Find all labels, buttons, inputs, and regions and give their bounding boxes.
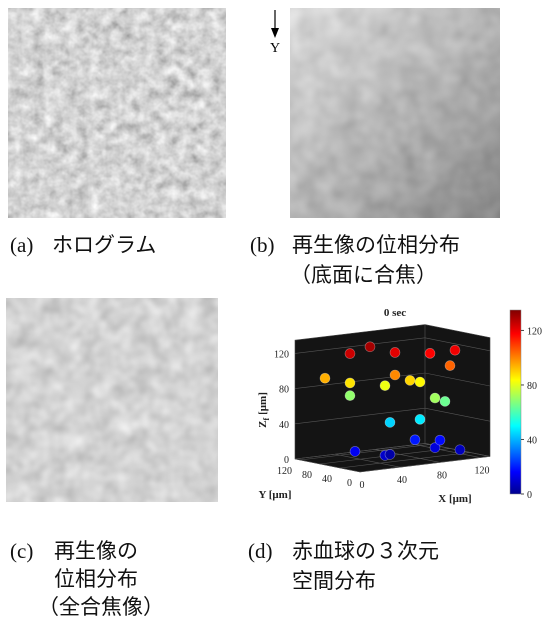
data-point [320, 373, 330, 383]
y-arrow-label: Y [270, 41, 280, 56]
panel-label: (c) [10, 539, 33, 563]
z-tick-label: 0 [284, 455, 289, 466]
x-tick-label: 0 [360, 480, 365, 491]
colorbar-tick-label: 40 [527, 435, 537, 446]
caption: 再生像の [54, 539, 138, 563]
z-axis-label: Zf [μm] [257, 392, 271, 428]
caption: 再生像の位相分布 [292, 233, 460, 257]
z-tick-label: 80 [279, 385, 289, 396]
data-point [345, 391, 355, 401]
y-tick-label: 0 [347, 478, 352, 489]
data-point [415, 377, 425, 387]
x-tick-label: 120 [475, 466, 490, 477]
panel-label: (b) [250, 233, 275, 257]
panel-label: (a) [10, 233, 33, 257]
image-shade [290, 8, 500, 218]
data-point [365, 342, 375, 352]
data-point [435, 435, 445, 445]
hologram-image [8, 8, 226, 218]
figure: Y (a) ホログラム (b) 再生像の位相分布 （底面に合焦） (c) 再生像… [0, 0, 548, 626]
data-point [345, 349, 355, 359]
caption: （全合焦像） [38, 595, 164, 619]
z-label-main: Z [257, 421, 269, 428]
data-point [405, 375, 415, 385]
data-point [385, 417, 395, 427]
panel-label: (d) [248, 539, 273, 563]
caption: 位相分布 [54, 567, 138, 591]
x-tick-label: 80 [437, 470, 447, 481]
data-point [385, 449, 395, 459]
y-axis-label: Y [μm] [258, 489, 291, 501]
data-point [345, 378, 355, 388]
data-point [445, 361, 455, 371]
y-tick-label: 80 [302, 470, 312, 481]
z-label-unit: [μm] [257, 392, 269, 415]
caption: （底面に合焦） [290, 263, 437, 287]
data-point [425, 348, 435, 358]
chart-title: 0 sec [384, 307, 406, 319]
data-point [415, 414, 425, 424]
x-tick-label: 40 [397, 475, 407, 486]
data-point [390, 370, 400, 380]
colorbar-tick-label: 80 [527, 381, 537, 392]
data-point [450, 345, 460, 355]
data-point [410, 435, 420, 445]
data-point [380, 381, 390, 391]
x-axis-label: X [μm] [438, 493, 471, 505]
colorbar-tick-label: 0 [527, 490, 532, 501]
colorbar-tick-label: 120 [527, 326, 542, 337]
y-tick-label: 120 [277, 466, 292, 477]
z-label-sub: f [262, 418, 271, 421]
data-point [440, 396, 450, 406]
z-tick-label: 120 [274, 349, 289, 360]
caption: 赤血球の３次元 [292, 539, 439, 563]
z-tick-label: 40 [279, 420, 289, 431]
colorbar [510, 310, 521, 494]
data-point [455, 445, 465, 455]
caption: ホログラム [52, 233, 156, 257]
phase-image-all-focus [6, 298, 218, 502]
data-point [430, 393, 440, 403]
y-tick-label: 40 [322, 474, 332, 485]
data-point [390, 347, 400, 357]
data-point [350, 446, 360, 456]
caption: 空間分布 [292, 569, 376, 593]
y-arrow-head [271, 28, 279, 38]
